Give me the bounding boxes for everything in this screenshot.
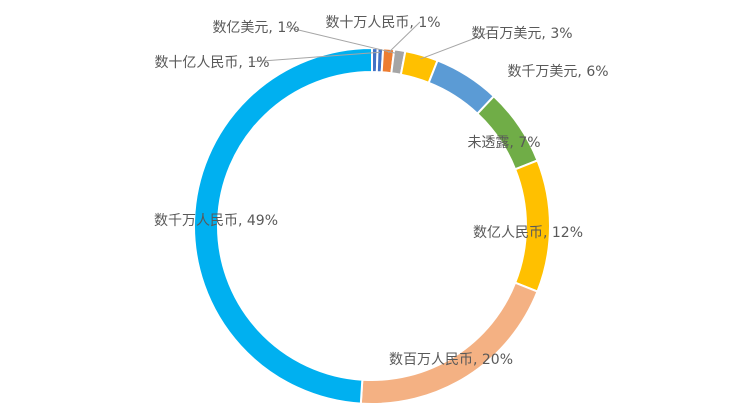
leader-line-3 [388,21,421,54]
leader-line-2 [248,51,381,63]
data-label-8: 数亿人民币, 12% [473,225,583,241]
data-label-3: 数十万人民币, 1% [325,15,440,31]
leader-line-5 [420,32,489,60]
doughnut-segment-9 [359,281,539,405]
data-labels: 数十亿人民币, 1% 数十万人民币, 1% 数亿美元, 1% 数百万美元, 3% 数千万… [154,15,609,368]
data-label-5: 数百万美元, 3% [471,26,572,42]
doughnut-segment-7 [476,94,539,171]
data-label-2: 数十亿人民币, 1% [154,55,269,71]
leader-lines [248,21,489,63]
data-label-4: 数亿美元, 1% [212,20,299,36]
data-label-10: 数千万人民币, 49% [154,213,278,229]
data-label-9: 数百万人民币, 20% [389,352,513,368]
data-label-6: 数千万美元, 6% [507,64,608,80]
leader-line-4 [285,26,400,55]
doughnut-segment-10 [193,46,373,405]
data-label-7: 未透露, 7% [467,135,540,151]
doughnut-segments [193,46,551,405]
